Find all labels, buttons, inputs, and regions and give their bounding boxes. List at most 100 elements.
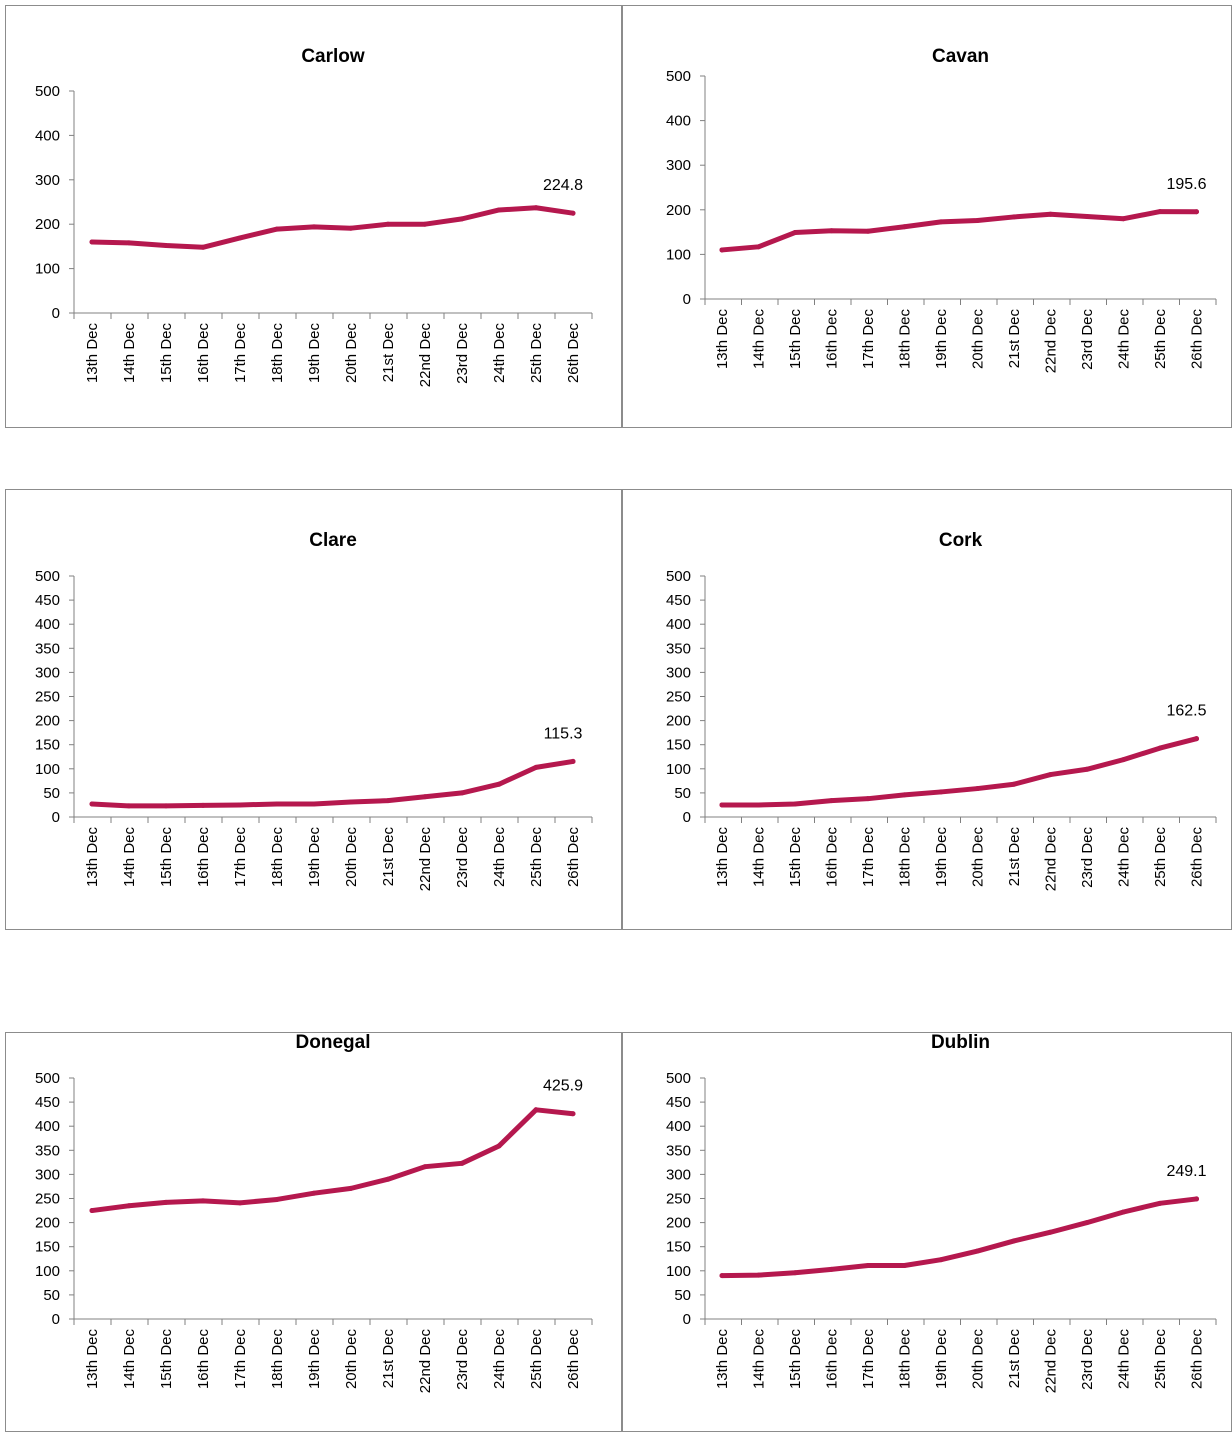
- y-tick-label: 300: [666, 1166, 691, 1183]
- chart-title: Dublin: [931, 1033, 990, 1053]
- data-point: [902, 224, 907, 230]
- data-point: [1157, 209, 1163, 215]
- x-tick-label: 21st Dec: [1006, 309, 1023, 369]
- y-tick-label: 500: [35, 83, 60, 100]
- chart-svg: Dublin 0 50 100 150 200 250 300 350 400 450 500 13th…: [666, 1033, 1217, 1393]
- data-label: 224.8: [543, 177, 583, 194]
- y-tick-label: 250: [666, 689, 691, 706]
- x-tick-label: 17th Dec: [232, 323, 249, 384]
- data-point: [1048, 772, 1053, 778]
- x-tick-label: 17th Dec: [860, 309, 877, 370]
- y-tick-label: 200: [666, 202, 691, 219]
- data-point: [89, 1208, 95, 1214]
- y-tick-label: 150: [35, 1239, 60, 1256]
- y-tick-label: 150: [666, 737, 691, 754]
- data-point: [570, 758, 576, 764]
- x-tick-label: 14th Dec: [121, 827, 138, 888]
- y-tick-label: 200: [35, 713, 60, 730]
- data-point: [1084, 213, 1090, 219]
- series-line: [719, 736, 1199, 808]
- x-tick-label: 18th Dec: [269, 827, 286, 888]
- data-point: [975, 786, 980, 792]
- data-point: [89, 801, 95, 807]
- data-point: [975, 1248, 980, 1254]
- series-line: [89, 758, 576, 809]
- x-tick-label: 17th Dec: [860, 827, 877, 888]
- data-point: [163, 1199, 169, 1205]
- data-point: [719, 802, 725, 808]
- y-tick-label: 400: [35, 1118, 60, 1135]
- y-tick-label: 350: [35, 640, 60, 657]
- data-label: 249.1: [1166, 1163, 1206, 1180]
- x-tick-label: 20th Dec: [343, 323, 360, 384]
- x-tick-label: 24th Dec: [491, 827, 508, 888]
- y-tick-label: 300: [35, 664, 60, 681]
- x-tick-label: 18th Dec: [897, 309, 914, 370]
- data-point: [237, 802, 243, 808]
- chart-svg: Cavan 0 100 200 300 400 500 13th Dec 14th Dec 15t…: [666, 46, 1217, 374]
- data-point: [200, 802, 206, 808]
- x-tick-label: 22nd Dec: [1043, 309, 1060, 374]
- x-tick-label: 21st Dec: [380, 1329, 397, 1389]
- y-tick-label: 400: [35, 127, 60, 144]
- data-point: [938, 1257, 944, 1263]
- y-tick-label: 200: [35, 1215, 60, 1232]
- data-point: [459, 216, 465, 222]
- x-tick-label: 21st Dec: [380, 323, 397, 383]
- data-point: [385, 798, 391, 804]
- x-tick-label: 23rd Dec: [1079, 309, 1096, 370]
- data-point: [1157, 1200, 1163, 1206]
- x-tick-label: 16th Dec: [195, 323, 212, 384]
- x-tick-label: 20th Dec: [343, 827, 360, 888]
- data-point: [975, 218, 980, 224]
- data-point: [422, 794, 428, 800]
- x-tick-label: 15th Dec: [787, 827, 804, 888]
- y-tick-label: 300: [666, 157, 691, 174]
- x-tick-label: 13th Dec: [84, 323, 101, 384]
- x-tick-label: 14th Dec: [121, 1329, 138, 1390]
- x-tick-label: 21st Dec: [380, 827, 397, 887]
- chart-title: Cork: [939, 530, 983, 551]
- x-tick-label: 16th Dec: [195, 1329, 212, 1390]
- data-point: [496, 207, 502, 213]
- series-line: [89, 1107, 576, 1214]
- data-point: [1011, 1238, 1017, 1244]
- data-point: [865, 1262, 871, 1268]
- data-point: [385, 221, 391, 227]
- x-tick-label: 20th Dec: [970, 827, 987, 888]
- y-tick-label: 300: [35, 1166, 60, 1183]
- data-label: 425.9: [543, 1078, 583, 1095]
- x-tick-label: 19th Dec: [306, 827, 323, 888]
- x-tick-label: 22nd Dec: [417, 1329, 434, 1394]
- data-point: [829, 798, 834, 804]
- x-tick-label: 13th Dec: [714, 827, 731, 888]
- x-tick-label: 23rd Dec: [454, 1329, 471, 1390]
- data-point: [348, 799, 354, 805]
- x-tick-label: 25th Dec: [1152, 1329, 1169, 1390]
- y-tick-label: 150: [666, 1239, 691, 1256]
- data-point: [902, 1262, 907, 1268]
- data-label: 162.5: [1166, 703, 1206, 720]
- data-point: [570, 210, 576, 216]
- x-tick-label: 19th Dec: [306, 323, 323, 384]
- chart-panel-carlow: Carlow 0 100 200 300 400 500 13th Dec 14th Dec 15…: [5, 5, 622, 428]
- x-tick-label: 14th Dec: [751, 1329, 768, 1390]
- data-point: [459, 790, 465, 796]
- data-point: [274, 226, 280, 232]
- y-tick-label: 400: [666, 1118, 691, 1135]
- data-point: [865, 796, 871, 802]
- data-point: [126, 1203, 132, 1209]
- series-line: [719, 209, 1199, 253]
- y-tick-label: 500: [666, 1070, 691, 1087]
- chart-title: Donegal: [296, 1033, 371, 1053]
- data-point: [938, 789, 944, 795]
- y-tick-label: 500: [35, 568, 60, 585]
- x-tick-label: 13th Dec: [84, 1329, 101, 1390]
- x-tick-label: 16th Dec: [824, 827, 841, 888]
- data-point: [792, 801, 798, 807]
- data-point: [1048, 211, 1053, 217]
- x-tick-label: 25th Dec: [1152, 827, 1169, 888]
- x-tick-label: 19th Dec: [933, 309, 950, 370]
- data-point: [1011, 214, 1017, 220]
- x-tick-label: 18th Dec: [897, 827, 914, 888]
